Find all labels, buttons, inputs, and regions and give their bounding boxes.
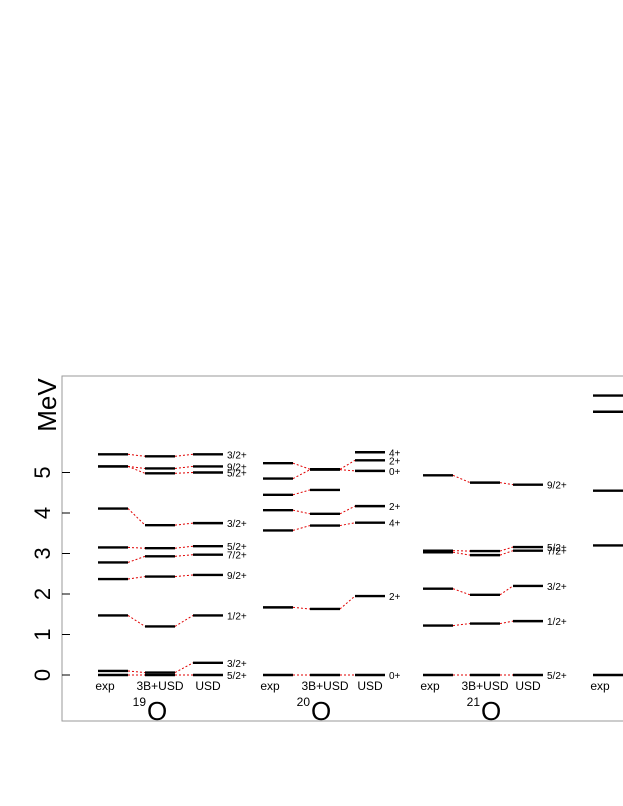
connector-line (499, 546, 514, 552)
connector-line (339, 469, 356, 472)
connector-line (499, 620, 514, 625)
y-tick-label: 0 (30, 669, 55, 681)
spin-label: 5/2+ (227, 542, 247, 553)
connector-line (452, 623, 471, 627)
connector-line (339, 595, 356, 610)
spin-label: 9/2+ (227, 571, 247, 582)
connector-line (339, 522, 356, 527)
y-axis: 0 1 2 3 4 5 (30, 466, 70, 681)
nucleus-mass-number: 20 (297, 695, 311, 709)
nucleus-mass-number: 19 (133, 695, 147, 709)
spin-label: 0+ (389, 671, 401, 682)
column-label: 3B+USD (301, 679, 348, 693)
connector-line (292, 509, 311, 515)
energy-levels (98, 394, 623, 677)
spin-label: 2+ (389, 456, 401, 467)
spin-label: 3/2+ (227, 659, 247, 670)
column-labels: exp 3B+USD USD exp 3B+USD USD exp 3B+USD USD exp (95, 679, 610, 693)
spin-label: 7/2+ (547, 547, 567, 558)
column-label: exp (260, 679, 280, 693)
connector-line (499, 585, 514, 596)
spin-label: 9/2+ (547, 481, 567, 492)
spin-label: 5/2+ (227, 671, 247, 682)
spin-labels: 5/2+3/2+1/2+9/2+7/2+5/2+3/2+5/2+9/2+3/2+… (227, 448, 567, 682)
connector-line (127, 508, 146, 526)
connector-line (174, 465, 194, 469)
column-label: USD (195, 679, 221, 693)
connector-line (499, 550, 514, 556)
connector-line (292, 606, 311, 610)
spin-label: 9/2+ (227, 462, 247, 473)
column-label: exp (420, 679, 440, 693)
nucleus-symbol: O (481, 696, 501, 726)
column-label: USD (357, 679, 383, 693)
nucleus-symbol: O (147, 696, 167, 726)
connector-line (339, 505, 356, 515)
y-tick-label: 3 (30, 547, 55, 559)
spin-label: 0+ (389, 467, 401, 478)
y-axis-label: MeV (32, 378, 62, 432)
spin-label: 4+ (389, 448, 401, 459)
connector-line (174, 662, 194, 674)
connector-line (127, 555, 146, 563)
connector-line (127, 465, 146, 469)
connector-line (292, 462, 311, 470)
connector-line (339, 459, 356, 470)
spin-label: 5/2+ (547, 671, 567, 682)
connector-line (292, 469, 311, 480)
connector-line (127, 576, 146, 580)
connector-line (127, 546, 146, 549)
column-label: USD (515, 679, 541, 693)
connector-line (174, 554, 194, 557)
spin-label: 5/2+ (227, 469, 247, 480)
spin-label: 1/2+ (547, 617, 567, 628)
connector-line (174, 522, 194, 526)
plot-frame (61, 375, 623, 722)
column-label: 3B+USD (461, 679, 508, 693)
connector-line (174, 453, 194, 457)
connector-line (499, 482, 514, 486)
connector-line (127, 670, 146, 674)
spin-label: 2+ (389, 502, 401, 513)
connector-line (452, 588, 471, 596)
spin-label: 5/2+ (547, 543, 567, 554)
y-tick-label: 1 (30, 628, 55, 640)
connector-line (127, 453, 146, 457)
nucleus-labels: 19 O 20 O 21 O (133, 695, 502, 726)
spin-label: 3/2+ (227, 450, 247, 461)
connector-line (174, 574, 194, 578)
y-tick-label: 5 (30, 466, 55, 478)
spin-label: 4+ (389, 519, 401, 530)
connector-line (292, 489, 311, 496)
y-tick-label: 2 (30, 588, 55, 600)
connector-line (292, 525, 311, 531)
nucleus-mass-number: 21 (467, 695, 481, 709)
connector-line (174, 472, 194, 474)
spin-label: 7/2+ (227, 551, 247, 562)
y-tick-label: 4 (30, 507, 55, 519)
connector-line (174, 615, 194, 627)
spin-label: 1/2+ (227, 611, 247, 622)
column-label: exp (95, 679, 115, 693)
nucleus-symbol: O (311, 696, 331, 726)
connector-line (127, 465, 146, 474)
connector-lines (127, 453, 514, 676)
spin-label: 2+ (389, 592, 401, 603)
connector-line (452, 474, 471, 484)
spin-label: 3/2+ (547, 582, 567, 593)
column-label: 3B+USD (136, 679, 183, 693)
spin-label: 3/2+ (227, 519, 247, 530)
connector-line (452, 551, 471, 556)
connector-line (174, 545, 194, 549)
connector-line (127, 615, 146, 627)
column-label: exp (590, 679, 610, 693)
